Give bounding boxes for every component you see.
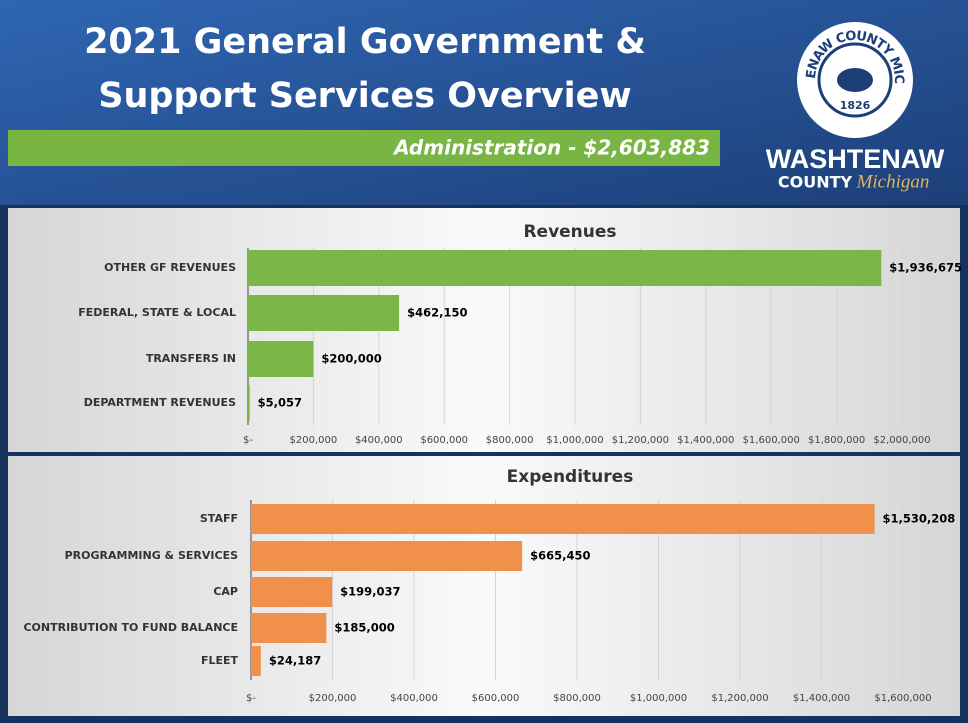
chart-title: Expenditures [507, 467, 634, 487]
logo-county: COUNTY [778, 173, 853, 192]
bar [251, 541, 523, 571]
bar [251, 646, 261, 676]
x-tick-label: $800,000 [553, 693, 601, 704]
category-label: OTHER GF REVENUES [104, 261, 236, 274]
category-label: FEDERAL, STATE & LOCAL [78, 306, 236, 319]
value-label: $200,000 [321, 352, 381, 366]
x-tick-label: $1,000,000 [546, 435, 603, 446]
seal-year: 1826 [840, 99, 871, 112]
seal-emblem [837, 68, 873, 92]
x-tick-label: $600,000 [420, 435, 468, 446]
value-label: $462,150 [407, 306, 467, 320]
category-label: CONTRIBUTION TO FUND BALANCE [23, 621, 238, 634]
x-tick-label: $1,800,000 [808, 435, 865, 446]
x-tick-label: $800,000 [486, 435, 534, 446]
subtitle-band [8, 130, 720, 166]
logo-name: WASHTENAW [766, 144, 945, 174]
category-label: TRANSFERS IN [146, 352, 236, 365]
category-label: DEPARTMENT REVENUES [84, 396, 236, 409]
x-tick-label: $- [243, 435, 253, 446]
x-tick-label: $- [246, 693, 256, 704]
value-label: $199,037 [340, 585, 400, 599]
category-label: FLEET [201, 654, 239, 667]
value-label: $665,450 [530, 549, 590, 563]
x-tick-label: $400,000 [355, 435, 403, 446]
category-label: STAFF [200, 512, 238, 525]
bar [251, 613, 327, 643]
value-label: $185,000 [334, 621, 394, 635]
x-tick-label: $1,000,000 [630, 693, 687, 704]
title-line: 2021 General Government & [84, 22, 646, 62]
chart-panel [8, 456, 960, 716]
chart-panel [8, 208, 960, 452]
x-tick-label: $1,400,000 [677, 435, 734, 446]
x-tick-label: $1,200,000 [612, 435, 669, 446]
value-label: $5,057 [258, 396, 302, 410]
bar [251, 577, 333, 607]
bar [251, 504, 875, 534]
x-tick-label: $200,000 [309, 693, 357, 704]
value-label: $1,936,675 [889, 261, 962, 275]
x-tick-label: $600,000 [472, 693, 520, 704]
seal-inner [817, 42, 893, 118]
x-tick-label: $400,000 [390, 693, 438, 704]
x-tick-label: $1,600,000 [874, 693, 931, 704]
title-line: Support Services Overview [98, 76, 631, 116]
x-tick-label: $2,000,000 [873, 435, 930, 446]
bar [248, 295, 400, 331]
category-label: PROGRAMMING & SERVICES [65, 549, 238, 562]
chart-title: Revenues [523, 222, 616, 242]
value-label: $24,187 [269, 654, 321, 668]
bar [248, 250, 882, 286]
logo-state: Michigan [856, 171, 930, 192]
bar [248, 385, 250, 421]
category-label: CAP [213, 585, 238, 598]
subtitle: Administration - $2,603,883 [392, 136, 710, 160]
bar [248, 341, 314, 377]
value-label: $1,530,208 [883, 512, 956, 526]
x-tick-label: $1,400,000 [793, 693, 850, 704]
x-tick-label: $200,000 [290, 435, 338, 446]
x-tick-label: $1,600,000 [743, 435, 800, 446]
x-tick-label: $1,200,000 [711, 693, 768, 704]
